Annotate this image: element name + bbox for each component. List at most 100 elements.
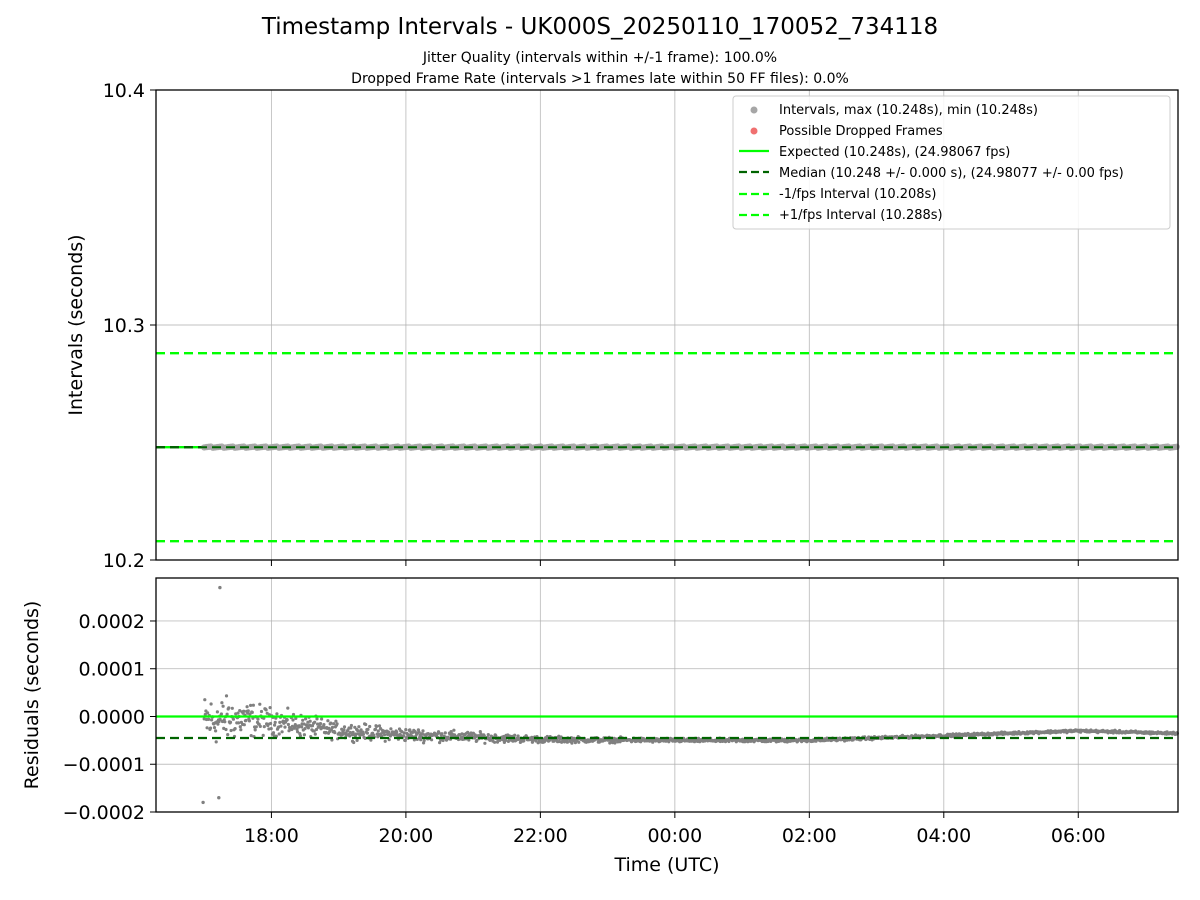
- bottom-panel-y-ticks: −0.0002 −0.0001 0.0000 0.0001 0.0002: [63, 611, 156, 824]
- residual-point: [475, 738, 479, 743]
- legend-label-expected: Expected (10.248s), (24.98067 fps): [779, 145, 1010, 160]
- residual-point: [273, 720, 277, 725]
- residual-point: [261, 733, 265, 738]
- residual-point: [320, 717, 324, 721]
- residual-point: [218, 717, 222, 722]
- residual-point: [227, 706, 231, 710]
- residual-point: [247, 719, 251, 723]
- residual-point: [333, 731, 337, 735]
- residual-point: [313, 720, 317, 724]
- residual-point: [402, 731, 406, 735]
- top-panel-x-ticks: [270, 560, 1079, 566]
- x-tick-label: 02:00: [782, 825, 837, 847]
- legend-label-median: Median (10.248 +/- 0.000 s), (24.98077 +…: [779, 166, 1124, 181]
- residual-point: [256, 717, 260, 721]
- residual-point: [443, 731, 447, 735]
- x-tick-label: 20:00: [379, 825, 434, 847]
- residual-point: [351, 730, 355, 734]
- residual-point: [365, 731, 369, 735]
- bottom-panel-frame: [155, 577, 1179, 813]
- residual-outlier: [217, 796, 221, 800]
- residual-point: [286, 722, 290, 727]
- residual-point: [280, 730, 284, 734]
- legend-label-intervals: Intervals, max (10.248s), min (10.248s): [779, 103, 1038, 118]
- residual-point: [310, 724, 315, 728]
- residual-point: [264, 708, 268, 712]
- residual-point: [361, 732, 365, 736]
- residual-point: [236, 711, 240, 715]
- residual-point: [355, 738, 359, 743]
- residual-point: [448, 732, 452, 736]
- residual-point: [375, 724, 379, 729]
- residual-point: [259, 709, 264, 714]
- residual-point: [516, 734, 520, 738]
- residual-point: [285, 718, 289, 722]
- y-tick-label: 0.0002: [79, 611, 145, 633]
- residual-point: [225, 712, 229, 716]
- residual-point: [350, 733, 354, 737]
- residual-point: [223, 720, 227, 724]
- x-tick-label: 00:00: [647, 825, 702, 847]
- residual-point: [437, 731, 441, 735]
- residual-point: [269, 727, 273, 731]
- residual-outlier: [218, 585, 222, 590]
- y-tick-label: 10.2: [103, 550, 145, 572]
- residual-point: [493, 740, 497, 744]
- residual-point: [389, 727, 393, 731]
- residual-point: [233, 727, 237, 731]
- residual-point: [210, 718, 214, 722]
- residual-point: [216, 722, 220, 726]
- residual-point: [203, 698, 207, 702]
- y-tick-label: −0.0001: [63, 754, 145, 776]
- residual-point: [419, 738, 423, 742]
- residual-point: [332, 722, 336, 726]
- residual-point: [269, 721, 273, 726]
- residual-point: [373, 727, 378, 731]
- residual-point: [224, 694, 229, 698]
- residual-point: [258, 724, 262, 729]
- residual-point: [277, 732, 281, 736]
- residual-point: [503, 738, 508, 743]
- residual-point: [215, 710, 219, 714]
- residual-point: [226, 733, 230, 737]
- residual-point: [239, 728, 243, 732]
- legend-label-plus-fps: +1/fps Interval (10.288s): [779, 208, 943, 223]
- residual-point: [301, 718, 305, 722]
- residual-point: [483, 741, 487, 745]
- residual-point: [322, 723, 326, 727]
- residual-point: [667, 740, 671, 744]
- residual-point: [221, 704, 225, 708]
- y-tick-label: 10.4: [103, 80, 145, 102]
- residual-point: [306, 726, 310, 730]
- residual-point: [353, 725, 357, 729]
- residual-point: [395, 730, 399, 734]
- residual-point: [224, 727, 228, 732]
- residual-point: [273, 723, 277, 727]
- y-tick-label: −0.0002: [63, 802, 145, 824]
- top-panel-data: [156, 352, 1180, 543]
- residual-point: [357, 725, 361, 729]
- residual-point: [302, 733, 306, 737]
- residual-point: [326, 719, 330, 723]
- residual-point: [513, 733, 517, 737]
- x-tick-label: 18:00: [244, 825, 299, 847]
- residual-point: [214, 740, 218, 744]
- residual-point: [570, 741, 574, 745]
- residual-point: [368, 724, 372, 729]
- residual-point: [249, 734, 253, 738]
- residual-point: [376, 729, 380, 733]
- interval-point: [1173, 443, 1180, 450]
- residual-point: [308, 719, 312, 723]
- y-tick-label: 0.0000: [79, 706, 145, 728]
- x-tick-label: 22:00: [513, 825, 568, 847]
- residual-point: [249, 703, 253, 708]
- residual-point: [335, 722, 339, 726]
- top-panel-y-ticks: 10.2 10.3 10.4: [103, 80, 156, 572]
- x-tick-label: 04:00: [916, 825, 971, 847]
- residual-point: [422, 738, 426, 743]
- residual-point: [206, 711, 210, 715]
- residual-point: [242, 709, 246, 713]
- residual-point: [283, 725, 287, 729]
- residual-outlier: [201, 800, 205, 805]
